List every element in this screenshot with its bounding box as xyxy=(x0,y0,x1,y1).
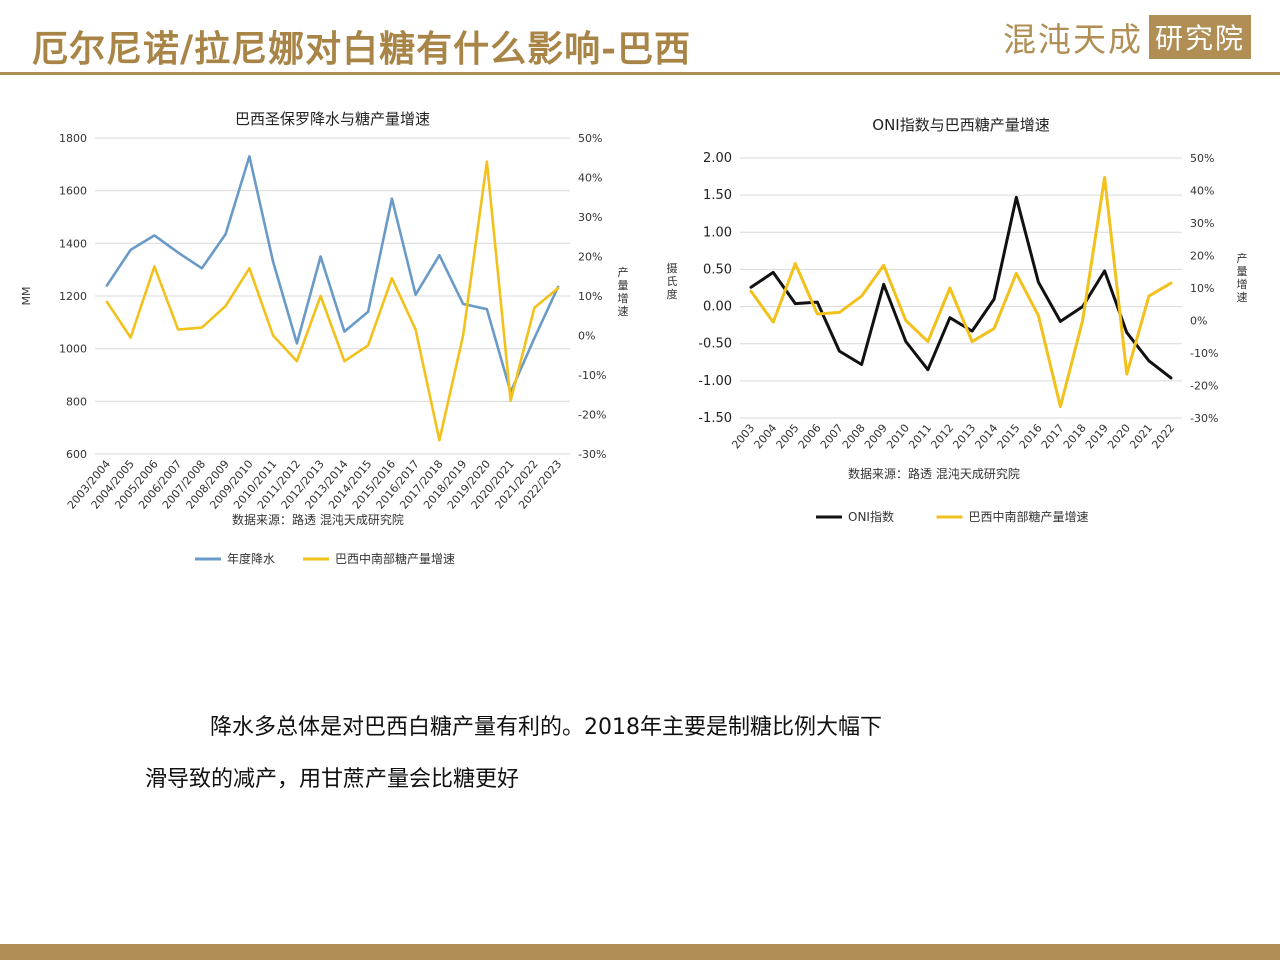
y-right-tick-label: 10% xyxy=(578,290,602,303)
x-tick-label: 2017 xyxy=(1039,422,1067,452)
y-right-tick-label: -10% xyxy=(1190,347,1218,360)
y-right-tick-label: -20% xyxy=(578,409,606,422)
chart-title: 巴西圣保罗降水与糖产量增速 xyxy=(235,110,430,128)
chart-source: 数据来源：路透 混沌天成研究院 xyxy=(848,466,1020,481)
y-right-tick-label: 40% xyxy=(578,172,602,185)
y-left-tick-label: -1.50 xyxy=(698,411,732,426)
x-tick-label: 2006 xyxy=(796,422,824,452)
x-tick-label: 2003 xyxy=(729,422,757,452)
x-tick-label: 2020 xyxy=(1105,422,1133,452)
y-right-tick-label: 0% xyxy=(578,330,595,343)
y-right-tick-label: 50% xyxy=(1190,152,1214,165)
body-text: 降水多总体是对巴西白糖产量有利的。2018年主要是制糖比例大幅下 滑导致的减产，… xyxy=(145,702,1105,806)
y-left-tick-label: 1600 xyxy=(59,185,87,198)
chart-source: 数据来源：路透 混沌天成研究院 xyxy=(232,512,404,527)
x-tick-label: 2009 xyxy=(862,422,890,452)
oni-sugar-chart: ONI指数与巴西糖产量增速 -1.50 -1.00 -0.50 0.00 0.50 1.00… xyxy=(650,100,1270,540)
x-tick-label: 2013 xyxy=(950,422,978,452)
x-tick-label: 2007 xyxy=(818,422,846,452)
y-left-tick-label: 1200 xyxy=(59,290,87,303)
y-left-tick-label: -1.00 xyxy=(698,374,732,389)
x-tick-label: 2004 xyxy=(751,422,779,452)
y-right-axis-label: 产量增速 xyxy=(618,265,629,318)
rainfall-sugar-chart-svg: 巴西圣保罗降水与糖产量增速 600 800 1000 1200 1400 1600 1800 -… xyxy=(20,110,629,566)
page-title: 厄尔尼诺/拉尼娜对白糖有什么影响-巴西 xyxy=(32,28,692,70)
logo-text: 混沌天成 xyxy=(1003,20,1143,59)
y-right-tick-label: 10% xyxy=(1190,282,1214,295)
x-tick-label: 2018 xyxy=(1061,422,1089,452)
x-tick-label: 2011 xyxy=(906,422,934,452)
x-tick-label: 2016 xyxy=(1017,422,1045,452)
chart-title: ONI指数与巴西糖产量增速 xyxy=(872,116,1049,134)
x-tick-label: 2019 xyxy=(1083,422,1111,452)
y-right-tick-label: 50% xyxy=(578,132,602,145)
series-line-2 xyxy=(749,176,1173,409)
x-tick-label: 2021 xyxy=(1127,422,1155,452)
x-tick-label: 2008 xyxy=(840,422,868,452)
legend-label-1: ONI指数 xyxy=(848,509,894,524)
y-left-tick-label: 0.00 xyxy=(703,300,732,315)
body-line-2: 滑导致的减产，用甘蔗产量会比糖更好 xyxy=(145,767,520,792)
y-right-tick-label: -30% xyxy=(578,448,606,461)
y-right-tick-label: -20% xyxy=(1190,380,1218,393)
footer-bar xyxy=(0,944,1280,960)
y-left-tick-label: 1800 xyxy=(59,132,87,145)
y-right-tick-label: -30% xyxy=(1190,412,1218,425)
logo-badge: 研究院 xyxy=(1149,15,1252,59)
legend-label-2: 巴西中南部糖产量增速 xyxy=(969,509,1089,524)
y-left-axis-label: 摄氏度 xyxy=(667,261,678,301)
logo: 混沌天成 研究院 xyxy=(1003,14,1252,60)
x-tick-label: 2014 xyxy=(972,422,1000,452)
y-left-tick-label: 0.50 xyxy=(703,262,732,277)
y-left-tick-label: 1400 xyxy=(59,237,87,250)
series-line-1 xyxy=(749,195,1173,380)
legend-label-1: 年度降水 xyxy=(227,551,275,566)
y-left-tick-label: 2.00 xyxy=(703,151,732,166)
x-tick-label: 2005 xyxy=(774,422,802,452)
y-right-tick-label: 30% xyxy=(578,211,602,224)
y-right-tick-label: 30% xyxy=(1190,217,1214,230)
y-right-tick-label: 20% xyxy=(1190,250,1214,263)
series-line-2 xyxy=(105,160,560,442)
y-left-tick-label: 1000 xyxy=(59,343,87,356)
y-right-axis-label: 产量增速 xyxy=(1237,251,1248,304)
body-line-1: 降水多总体是对巴西白糖产量有利的。2018年主要是制糖比例大幅下 xyxy=(210,715,882,740)
rainfall-sugar-chart: 巴西圣保罗降水与糖产量增速 600 800 1000 1200 1400 1600 1800 -… xyxy=(20,100,640,580)
y-right-tick-label: 40% xyxy=(1190,185,1214,198)
legend-label-2: 巴西中南部糖产量增速 xyxy=(335,551,455,566)
y-left-tick-label: -0.50 xyxy=(698,337,732,352)
x-tick-label: 2022 xyxy=(1149,422,1177,452)
y-left-axis-label: MM xyxy=(20,287,33,306)
x-tick-label: 2010 xyxy=(884,422,912,452)
y-right-tick-label: 0% xyxy=(1190,315,1207,328)
y-left-tick-label: 1.50 xyxy=(703,188,732,203)
y-right-tick-label: -10% xyxy=(578,369,606,382)
y-left-tick-label: 800 xyxy=(66,395,87,408)
oni-sugar-chart-svg: ONI指数与巴西糖产量增速 -1.50 -1.00 -0.50 0.00 0.50 1.00… xyxy=(667,116,1248,524)
x-tick-label: 2015 xyxy=(995,422,1023,452)
x-tick-label: 2012 xyxy=(928,422,956,452)
y-right-tick-label: 20% xyxy=(578,251,602,264)
y-left-tick-label: 1.00 xyxy=(703,225,732,240)
series-line-1 xyxy=(105,155,560,394)
y-left-tick-label: 600 xyxy=(66,448,87,461)
header: 厄尔尼诺/拉尼娜对白糖有什么影响-巴西 混沌天成 研究院 xyxy=(0,0,1280,76)
header-divider xyxy=(0,72,1280,75)
